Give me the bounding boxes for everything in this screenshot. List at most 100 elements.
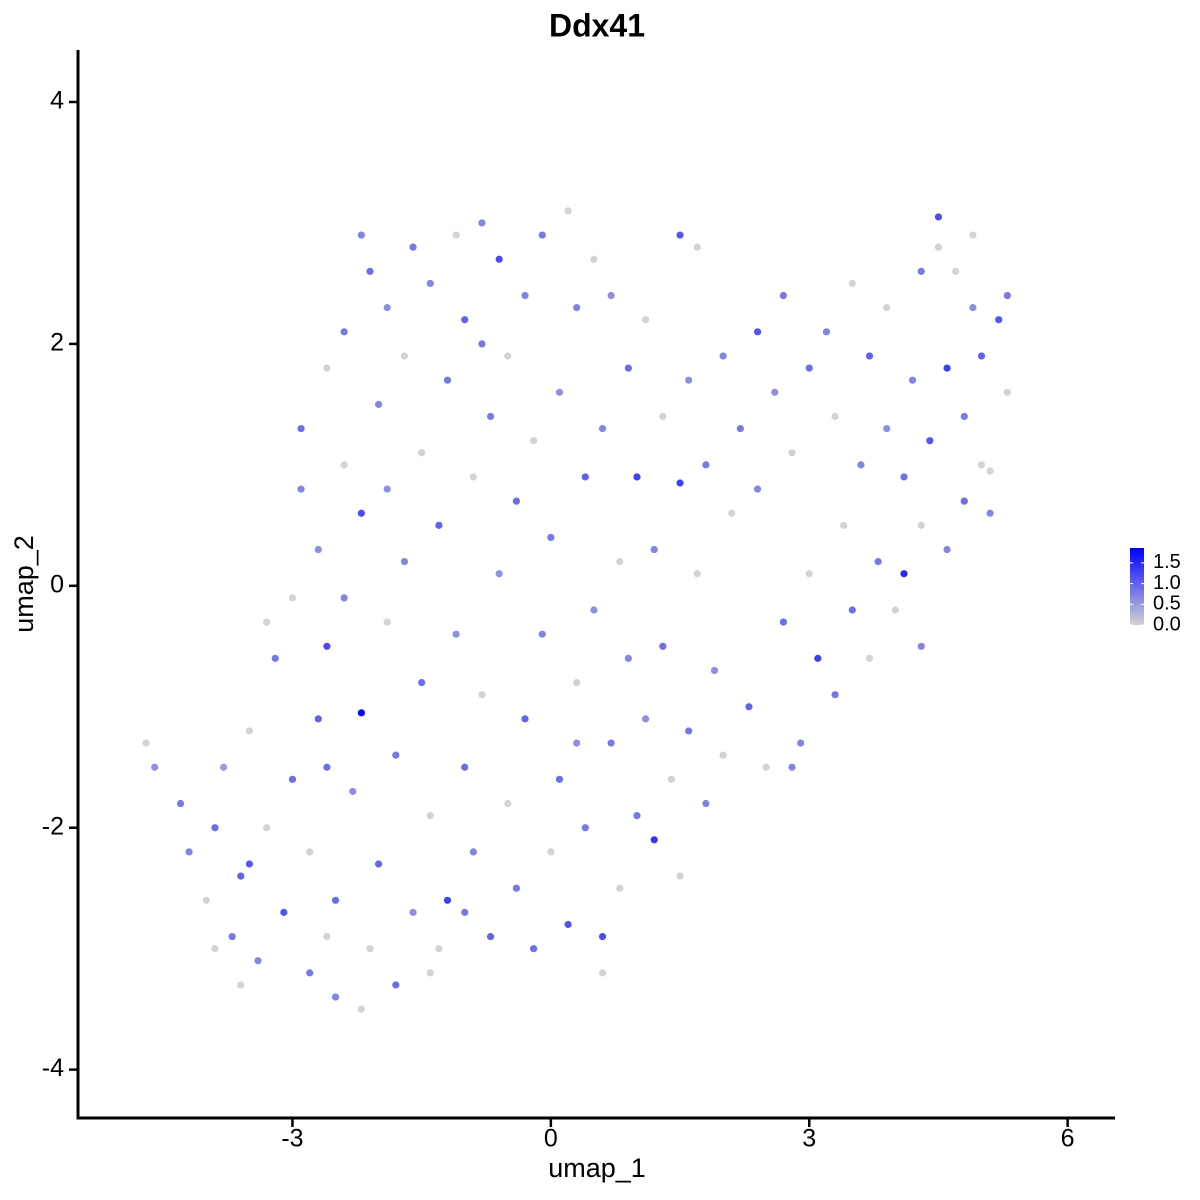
colorbar-label: 0.5 — [1153, 593, 1181, 615]
cell-point — [288, 594, 297, 602]
cell-point — [426, 812, 434, 820]
cell-point — [340, 461, 348, 469]
cell-point — [211, 945, 219, 953]
cell-point — [323, 932, 331, 941]
cell-point — [495, 255, 503, 263]
cell-point — [573, 304, 581, 312]
x-tick-label: 0 — [544, 1125, 558, 1153]
y-tick-label: 0 — [50, 570, 64, 598]
cell-point — [917, 642, 925, 650]
cell-point — [426, 279, 434, 288]
cell-point — [383, 304, 391, 312]
cell-point — [883, 304, 891, 312]
cell-point — [952, 267, 960, 275]
cell-point — [598, 932, 607, 941]
y-tick-label: 2 — [50, 329, 64, 357]
cell-point — [805, 364, 813, 372]
cell-point — [831, 412, 839, 421]
cell-point — [237, 872, 245, 880]
cell-point — [590, 606, 598, 614]
cell-point — [908, 376, 917, 384]
cell-point — [581, 824, 589, 832]
cell-point — [340, 328, 348, 336]
cell-point — [693, 570, 701, 578]
cell-point — [392, 751, 400, 759]
y-axis-label: umap_2 — [9, 535, 39, 633]
cell-point — [641, 316, 650, 324]
cell-point — [219, 763, 228, 771]
cell-point — [452, 630, 460, 638]
cell-point — [202, 896, 210, 904]
cell-point — [650, 545, 658, 554]
cell-point — [409, 243, 417, 251]
cell-point — [874, 558, 882, 566]
cell-point — [917, 267, 925, 275]
cell-point — [969, 304, 977, 312]
cell-point — [555, 388, 564, 396]
cell-point — [943, 545, 951, 554]
cell-point — [900, 570, 908, 578]
cell-point — [245, 727, 253, 735]
cell-point — [555, 775, 564, 783]
cell-point — [366, 267, 374, 275]
cell-point — [547, 533, 555, 542]
cell-point — [779, 618, 788, 626]
cell-point — [530, 945, 538, 953]
cell-point — [452, 231, 460, 239]
cell-point — [357, 509, 365, 517]
cell-point — [374, 860, 383, 868]
cell-point — [736, 424, 744, 433]
cell-point — [469, 473, 477, 481]
cell-point — [848, 279, 856, 288]
cell-point — [263, 618, 271, 626]
cell-point — [788, 763, 796, 771]
cell-point — [814, 654, 822, 662]
cell-point — [616, 558, 624, 566]
cell-point — [409, 908, 417, 916]
cell-point — [900, 473, 908, 481]
cell-point — [211, 824, 219, 832]
cell-point — [340, 594, 348, 602]
colorbar-label: 1.0 — [1153, 572, 1181, 594]
cell-point — [435, 521, 443, 529]
cell-point — [926, 437, 934, 445]
cell-point — [443, 896, 452, 904]
cell-point — [986, 509, 994, 517]
cell-point — [633, 473, 641, 481]
cell-point — [857, 461, 865, 469]
chart-title: Ddx41 — [549, 7, 645, 43]
cell-point — [564, 207, 572, 215]
cell-point — [969, 231, 977, 239]
cell-point — [331, 896, 340, 904]
cell-point — [960, 497, 968, 505]
cell-point — [547, 848, 555, 856]
cell-point — [142, 739, 150, 747]
cell-point — [710, 666, 719, 675]
cell-point — [357, 231, 365, 239]
cell-point — [797, 739, 805, 747]
cell-point — [461, 316, 469, 324]
cell-point — [805, 570, 813, 578]
cell-point — [573, 739, 581, 747]
cell-point — [418, 449, 426, 457]
cell-point — [848, 606, 856, 614]
cell-point — [486, 412, 495, 421]
cell-point — [659, 642, 667, 650]
cell-point — [418, 678, 426, 687]
cell-point — [581, 473, 589, 481]
cell-point — [702, 799, 710, 808]
cell-point — [538, 630, 546, 638]
cell-point — [753, 328, 762, 336]
cell-point — [650, 836, 658, 844]
cell-point — [151, 763, 159, 771]
colorbar-label: 1.5 — [1153, 551, 1181, 573]
cell-point — [383, 485, 391, 493]
cell-point — [598, 424, 607, 433]
cell-point — [288, 775, 297, 783]
cell-point — [323, 763, 331, 771]
cell-point — [891, 606, 899, 614]
cell-point — [633, 812, 641, 820]
colorbar-label: 0.0 — [1153, 613, 1181, 635]
cell-point — [779, 291, 788, 300]
